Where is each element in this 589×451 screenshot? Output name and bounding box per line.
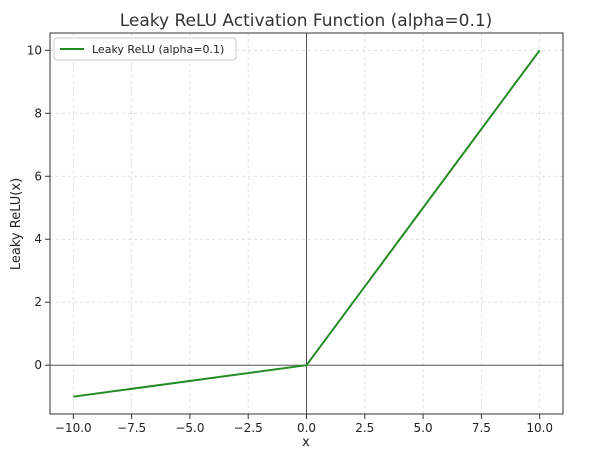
x-tick-label: 10.0 xyxy=(526,421,553,435)
legend-entry: Leaky ReLU (alpha=0.1) xyxy=(92,43,224,56)
x-tick-label: −10.0 xyxy=(55,421,92,435)
x-tick-label: 0.0 xyxy=(297,421,316,435)
y-axis-label: Leaky ReLU(x) xyxy=(9,178,24,270)
legend: Leaky ReLU (alpha=0.1) xyxy=(53,37,237,61)
series-line xyxy=(73,49,541,398)
x-tick-label: 7.5 xyxy=(472,421,491,435)
y-tick-label: 6 xyxy=(34,169,42,183)
x-tick-label: −5.0 xyxy=(175,421,204,435)
y-tick-label: 10 xyxy=(27,43,42,57)
y-tick-label: 2 xyxy=(34,295,42,309)
x-tick-label: −2.5 xyxy=(234,421,263,435)
x-tick-label: 2.5 xyxy=(355,421,374,435)
reference-lines xyxy=(50,33,563,414)
y-axis-ticks: 0 2 4 6 8 10 xyxy=(27,43,50,372)
chart-title: Leaky ReLU Activation Function (alpha=0.… xyxy=(120,11,493,31)
y-tick-label: 8 xyxy=(34,106,42,120)
legend-box xyxy=(53,37,237,61)
series-layer xyxy=(73,49,541,398)
y-tick-label: 4 xyxy=(34,232,42,246)
y-tick-label: 0 xyxy=(34,358,42,372)
x-tick-label: −7.5 xyxy=(117,421,146,435)
x-axis-label: x xyxy=(302,435,310,450)
x-tick-label: 5.0 xyxy=(414,421,433,435)
x-axis-ticks: −10.0 −7.5 −5.0 −2.5 0.0 2.5 5.0 7.5 10.0 xyxy=(55,414,553,435)
